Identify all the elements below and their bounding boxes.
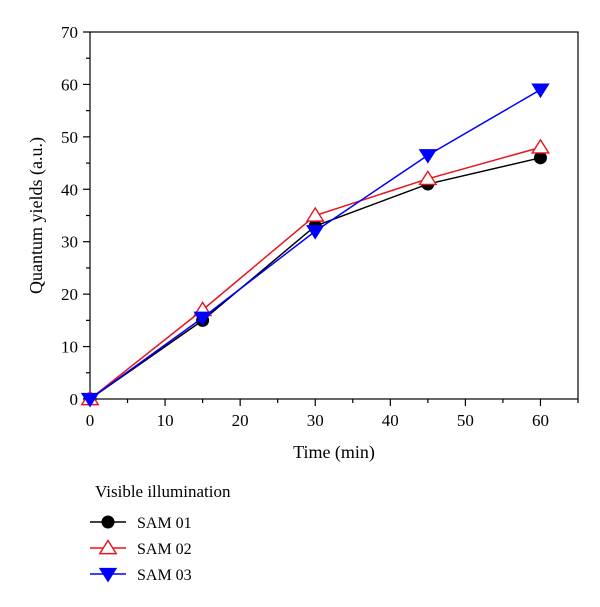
y-tick-label: 70 [61,23,78,42]
plot-frame [89,31,579,400]
x-tick-label: 50 [457,411,474,430]
legend-marker [98,567,118,583]
axes: 0 10 20 30 40 50 60 0 10 20 30 40 50 60 70 [61,23,579,430]
y-tick-label: 20 [61,285,78,304]
data-point [530,138,550,154]
x-tick-label: 10 [157,411,174,430]
x-tick-label: 20 [232,411,249,430]
series-line [89,157,541,400]
data-point [306,225,325,240]
y-tick-label: 30 [61,233,78,252]
x-axis-title: Time (min) [293,442,375,463]
data-point [418,169,438,186]
y-tick-label: 10 [61,338,78,357]
x-tick-label: 30 [307,411,324,430]
series-3 [80,83,550,408]
legend-marker [101,515,115,529]
data-point [418,149,438,164]
y-tick-label: 60 [61,75,78,94]
y-tick-label: 0 [70,390,79,409]
y-tick-label: 40 [61,180,78,199]
legend-item: SAM 02 [90,539,192,558]
legend-marker [98,539,118,555]
legend-item: SAM 01 [90,515,192,532]
x-tick-label: 0 [86,411,95,430]
series-1 [83,151,547,406]
data-point [305,206,325,222]
legend-item: SAM 03 [90,567,192,584]
data-point [531,83,550,99]
series-layer [80,83,550,408]
y-axis-title: Quantum yields (a.u.) [26,137,47,294]
series-2 [80,138,550,406]
legend-label: SAM 02 [137,541,192,558]
x-tick-label: 40 [382,411,399,430]
legend-label: SAM 01 [137,515,192,532]
data-point [80,392,100,408]
y-tick-label: 50 [61,128,78,147]
data-point [193,311,212,327]
series-line [89,146,541,400]
legend: Visible illumination SAM 01 SAM 02 SAM 03 [90,482,231,584]
legend-title: Visible illumination [95,482,231,501]
legend-label: SAM 03 [137,567,192,584]
x-tick-label: 60 [532,411,549,430]
